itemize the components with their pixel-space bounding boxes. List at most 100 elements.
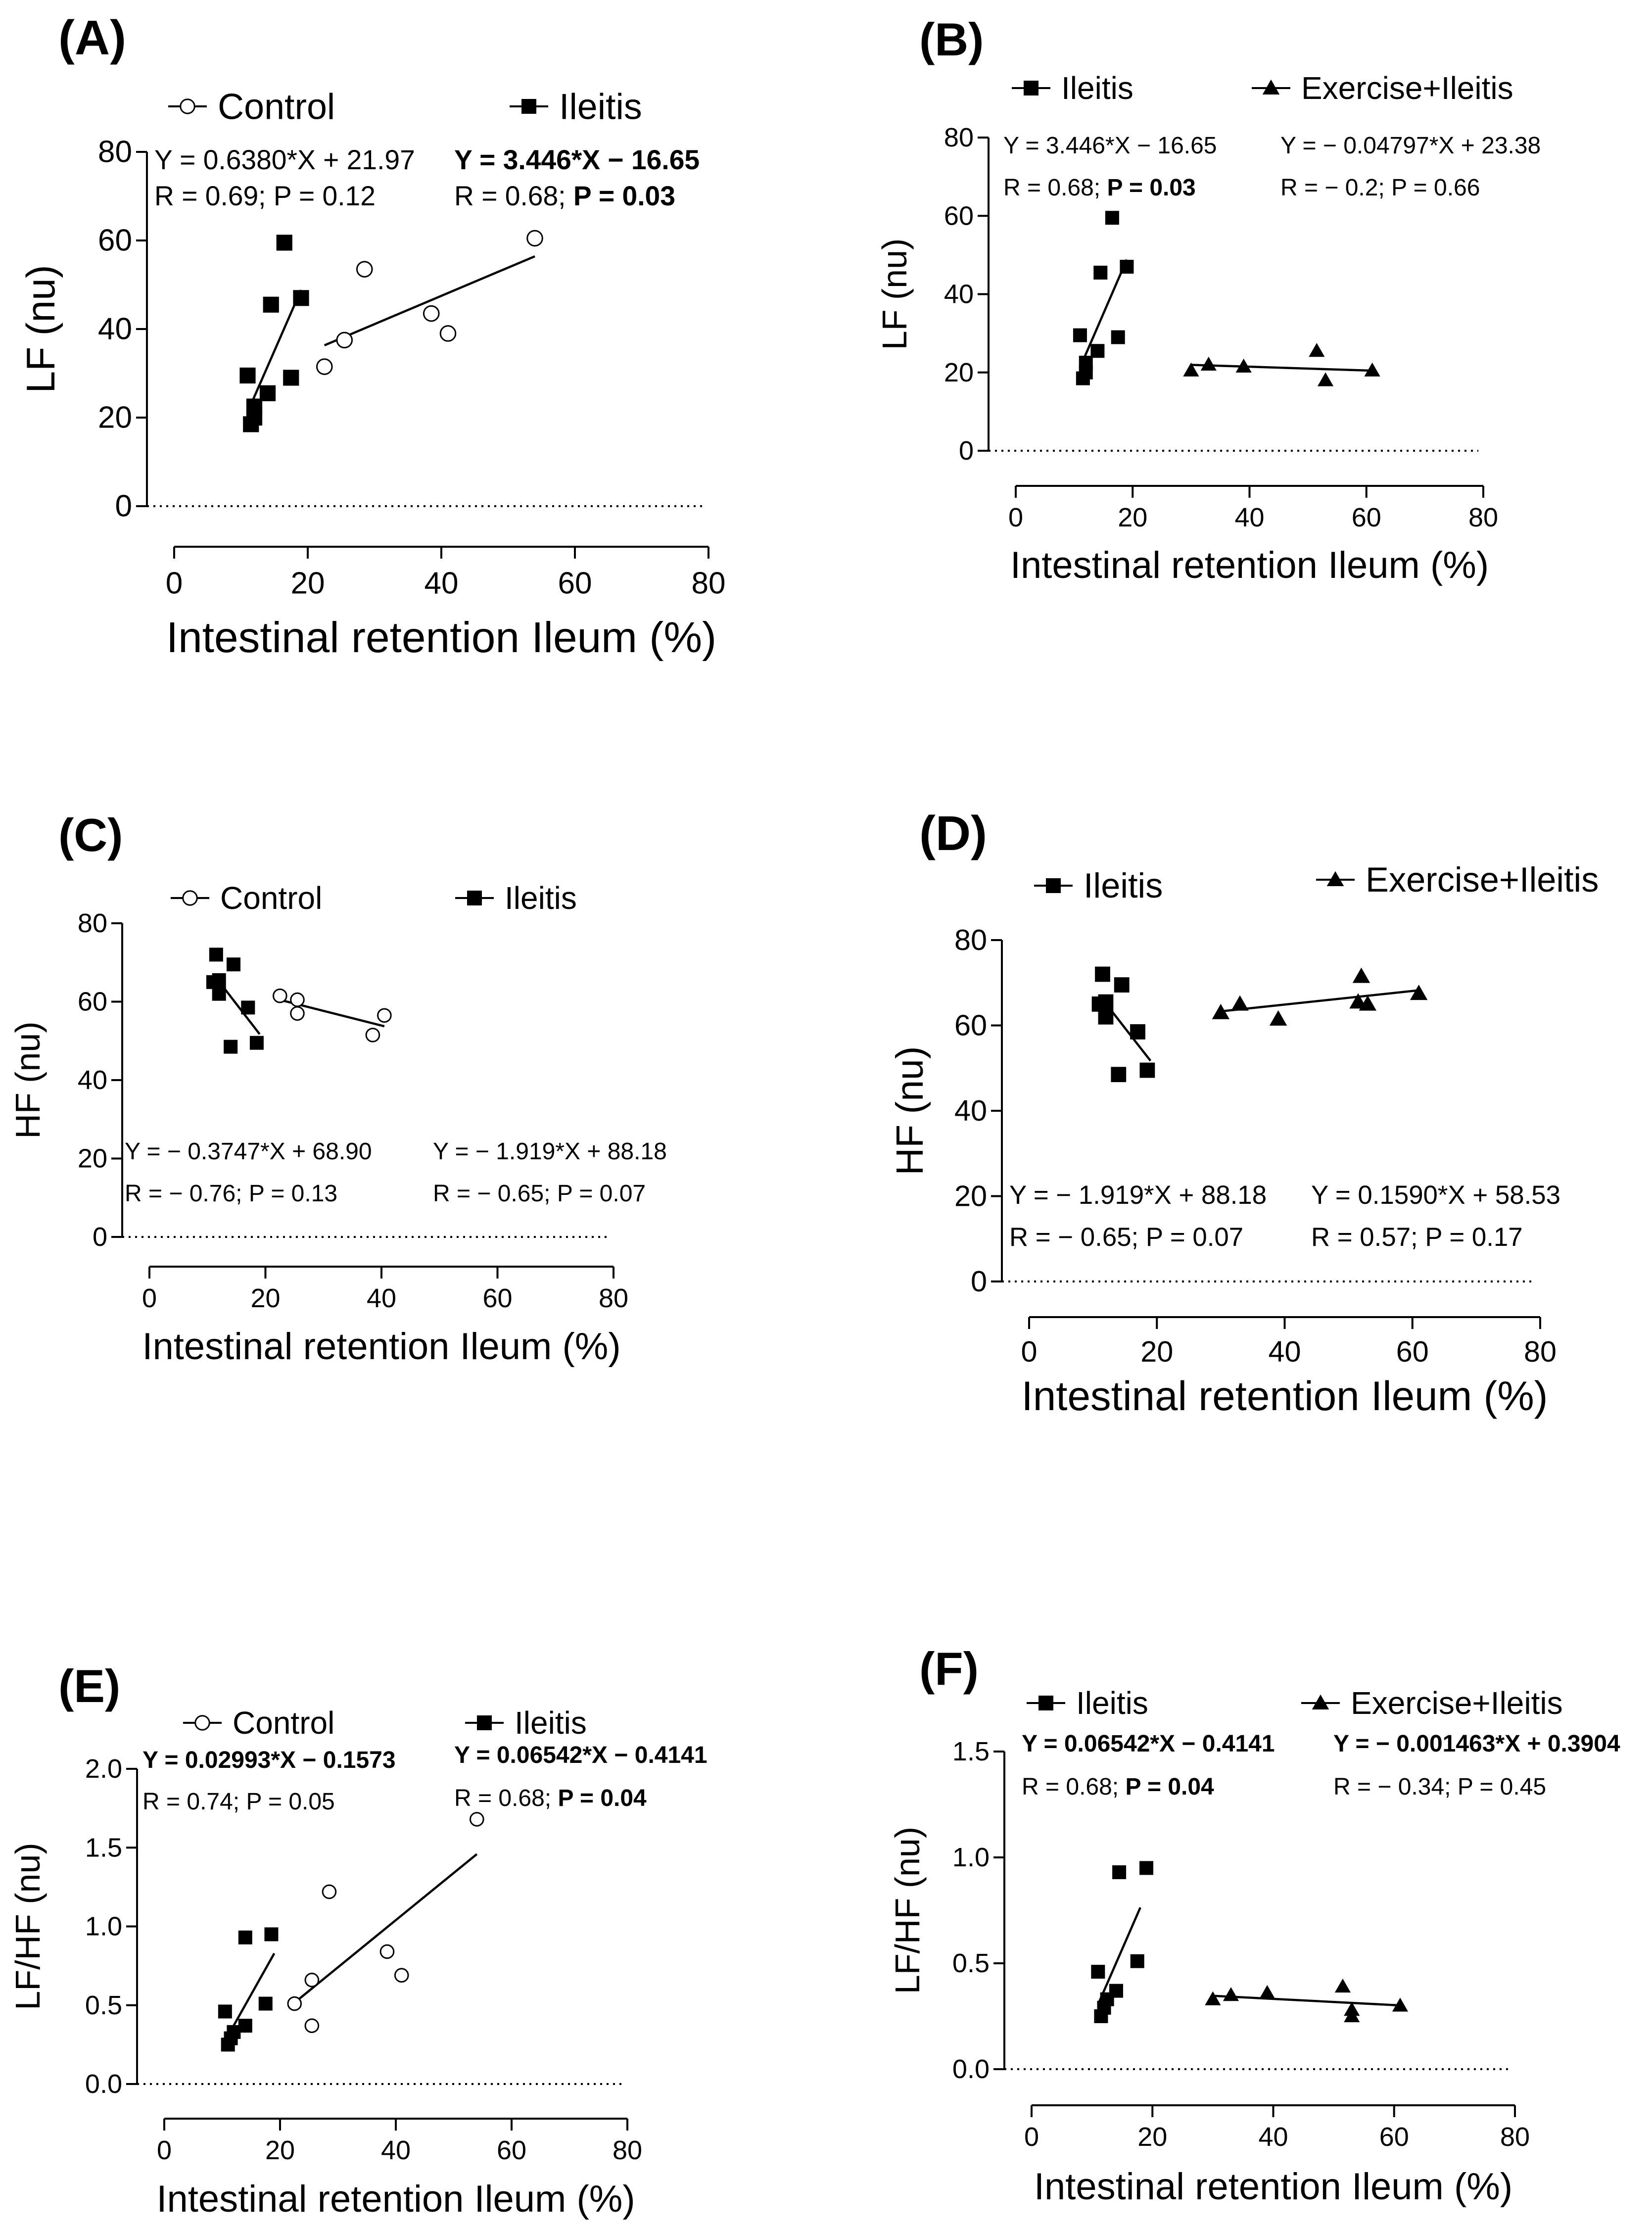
legend-label: Exercise+Ileitis [1351,1685,1563,1721]
y-axis-title: HF (nu) [8,1021,47,1138]
series-ileitis [218,1927,279,2052]
regression-line [1079,259,1128,368]
y-tick-label: 0.5 [952,1948,990,1978]
y-tick-label: 80 [954,923,987,956]
chart-panel-b: (B) 0 20 40 60 80 0 20 40 60 80 Intestinal retentio… [875,13,1541,586]
data-point [1259,1985,1275,1999]
x-tick-label: 40 [381,2135,411,2165]
data-point [249,1036,264,1050]
x-tick-label: 60 [558,566,592,600]
data-point [1364,362,1380,377]
data-point [394,1968,409,1983]
data-point [1235,358,1252,373]
data-point [264,1927,279,1942]
panel-label: (C) [58,809,123,861]
y-tick-label: 40 [98,312,132,346]
x-axis-title: Intestinal retention Ileum (%) [1034,2166,1512,2208]
data-point [238,2019,252,2033]
data-point [283,370,299,386]
x-axis-title: Intestinal retention Ileum (%) [156,2178,635,2220]
legend-marker [521,99,536,114]
regression-stats: R = 0.69; P = 0.12 [154,181,376,211]
series-ileitis [1091,1861,1154,2023]
y-axis-title: LF/HF (nu) [8,1843,47,2010]
legend-marker [467,891,482,905]
data-point [241,1000,255,1015]
y-tick-label: 40 [944,280,974,309]
legend-marker [1326,871,1344,886]
y-tick-label: 1.0 [952,1843,990,1872]
data-point [290,1006,305,1021]
chart-panel-a: (A) 0 20 40 60 80 0 20 40 60 80 Intestinal retentio… [19,10,726,662]
legend-marker [1024,81,1038,95]
data-point [227,2025,241,2039]
y-tick-label: 1.0 [85,1912,122,1942]
chart-panel-c: (C) 0 20 40 60 80 0 20 40 60 80 Intestinal retentio… [8,809,667,1368]
regression-line [246,289,302,413]
regression-stats: R = 0.68; P = 0.03 [1003,175,1196,201]
data-point [1093,265,1108,280]
series-ileitis [1091,966,1155,1083]
series-ileitis [1073,211,1134,385]
regression-equation: Y = − 0.04797*X + 23.38 [1280,133,1541,159]
legend-label: Control [218,86,335,127]
y-tick-label: 2.0 [85,1754,122,1784]
y-tick-label: 0 [93,1222,107,1252]
x-tick-label: 80 [1500,2122,1530,2152]
panel-label: (F) [919,1643,979,1695]
data-point [1139,1062,1155,1078]
y-axis-title: LF/HF (nu) [888,1827,927,1994]
data-point [1130,1954,1144,1968]
legend-marker [182,890,198,906]
regression-equation: Y = 0.6380*X + 21.97 [154,144,415,175]
data-point [1095,966,1110,982]
y-tick-label: 0 [971,1265,987,1298]
regression-stats: R = 0.68; P = 0.04 [454,1785,647,1811]
data-point [1130,1024,1145,1040]
x-tick-label: 80 [599,1283,628,1313]
data-point [1098,1009,1114,1025]
data-point [304,2018,320,2033]
data-point [1105,211,1119,225]
y-tick-label: 0.5 [85,1990,122,2020]
x-tick-label: 40 [1258,2122,1288,2152]
data-point [209,948,223,962]
data-point [470,1812,484,1827]
legend-label: Exercise+Ileitis [1366,860,1599,899]
legend-marker [1038,1696,1053,1710]
data-point [273,988,287,1003]
regression-equation: Y = 3.446*X − 16.65 [454,144,700,175]
x-tick-label: 80 [613,2135,642,2165]
data-point [423,305,440,322]
series-control [316,230,543,375]
data-point [1111,1067,1127,1083]
panel-label: (E) [58,1660,120,1712]
data-point [259,385,276,401]
data-point [1090,344,1105,358]
y-axis-title: LF (nu) [19,265,63,393]
x-tick-label: 80 [691,566,725,600]
regression-stats: R = − 0.65; P = 0.07 [433,1181,646,1207]
regression-equation: Y = − 0.3747*X + 68.90 [125,1138,372,1165]
regression-stats: R = 0.57; P = 0.17 [1311,1223,1523,1252]
regression-equation: Y = − 1.919*X + 88.18 [433,1138,667,1165]
y-axis-title: LF (nu) [875,238,914,350]
regression-equation: Y = 0.02993*X − 0.1573 [142,1747,396,1773]
data-point [1410,985,1428,1000]
data-point [1344,2008,1360,2023]
data-point [1139,1861,1154,1875]
regression-equation: Y = 0.06542*X − 0.4141 [1022,1731,1275,1757]
legend-label: Ileitis [1061,70,1133,106]
y-tick-label: 60 [944,201,974,231]
legend-marker [1312,1694,1329,1709]
data-point [263,296,279,313]
data-point [1309,343,1325,357]
chart-panel-f: (F) 0.0 0.5 1.0 1.5 0 20 40 60 80 Intestinal reten… [888,1643,1620,2208]
x-tick-label: 20 [1137,2122,1167,2152]
x-tick-label: 80 [1524,1335,1557,1368]
regression-stats: R = 0.68; P = 0.03 [454,181,675,211]
data-point [526,230,543,247]
data-point [218,2004,232,2019]
regression-equation: Y = 0.1590*X + 58.53 [1311,1181,1560,1210]
data-point [239,367,256,384]
